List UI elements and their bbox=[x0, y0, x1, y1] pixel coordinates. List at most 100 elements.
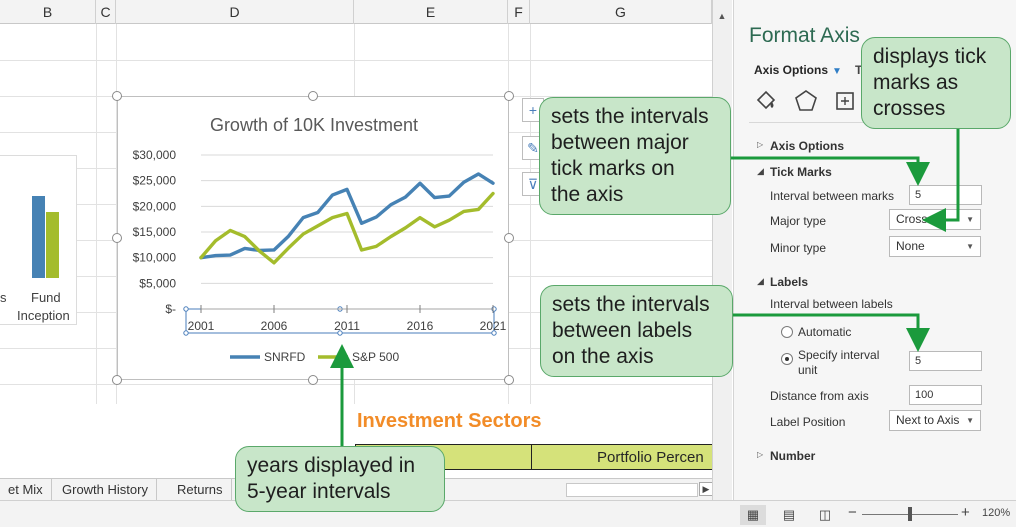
y-tick-label: $25,000 bbox=[133, 174, 177, 188]
callout-text: tick marks on bbox=[551, 157, 675, 180]
resize-handle[interactable] bbox=[308, 91, 318, 101]
callout-labels: sets the intervals between labels on the… bbox=[540, 285, 733, 377]
gridline bbox=[0, 384, 712, 385]
worksheet-area[interactable]: B C D E F G s Fund Inception Growth of 1… bbox=[0, 0, 712, 478]
zoom-out-button[interactable]: − bbox=[848, 504, 857, 521]
column-header-g[interactable]: G bbox=[530, 0, 712, 24]
minor-type-label: Minor type bbox=[770, 241, 827, 255]
column-header-d[interactable]: D bbox=[116, 0, 354, 24]
growth-chart[interactable]: Growth of 10K Investment $30,000 $25,000 $2… bbox=[117, 96, 509, 380]
column-header-b[interactable]: B bbox=[0, 0, 96, 24]
zoom-level[interactable]: 120% bbox=[982, 507, 1011, 519]
automatic-radio[interactable] bbox=[781, 326, 793, 338]
section-axis-options[interactable]: Axis Options bbox=[770, 139, 845, 153]
mini-bar-sp500 bbox=[46, 212, 59, 278]
callout-text: 5-year intervals bbox=[247, 480, 391, 503]
interval-between-marks-label: Interval between marks bbox=[770, 189, 895, 203]
major-type-select[interactable]: Cross ▼ bbox=[889, 209, 981, 230]
expanded-arrow-icon[interactable]: ◢ bbox=[757, 276, 764, 286]
status-bar: ▦ ▤ ◫ − + 120% bbox=[0, 500, 1016, 527]
label-position-label: Label Position bbox=[770, 415, 846, 429]
callout-text: crosses bbox=[873, 97, 946, 120]
section-labels[interactable]: Labels bbox=[770, 275, 809, 289]
zoom-in-button[interactable]: + bbox=[961, 504, 970, 521]
specify-interval-input[interactable]: 5 bbox=[909, 351, 982, 371]
resize-handle[interactable] bbox=[112, 233, 122, 243]
specify-interval-label-unit: unit bbox=[798, 363, 818, 377]
callout-text: between major bbox=[551, 131, 689, 154]
portfolio-percent-header[interactable]: Portfolio Percen bbox=[531, 444, 712, 470]
zoom-slider-thumb[interactable] bbox=[908, 507, 912, 521]
sheet-tab-asset-mix[interactable]: et Mix bbox=[0, 479, 52, 501]
normal-view-icon[interactable]: ▦ bbox=[740, 505, 766, 525]
callout-text: sets the intervals bbox=[551, 105, 709, 128]
gridline bbox=[96, 24, 97, 404]
resize-handle[interactable] bbox=[308, 375, 318, 385]
resize-handle[interactable] bbox=[112, 91, 122, 101]
scroll-up-icon[interactable]: ▲ bbox=[717, 11, 727, 21]
gridline bbox=[530, 24, 531, 404]
column-header-c[interactable]: C bbox=[96, 0, 116, 24]
y-tick-label: $5,000 bbox=[139, 276, 176, 290]
fill-line-icon[interactable] bbox=[752, 88, 780, 114]
text-options-tab[interactable]: T bbox=[855, 63, 863, 77]
effects-pentagon-icon[interactable] bbox=[792, 88, 820, 114]
distance-from-axis-input[interactable]: 100 bbox=[909, 385, 982, 405]
x-tick-label: 2021 bbox=[480, 319, 507, 333]
column-header-e[interactable]: E bbox=[354, 0, 508, 24]
pane-title: Format Axis bbox=[749, 24, 860, 47]
resize-handle[interactable] bbox=[112, 375, 122, 385]
specify-interval-radio[interactable] bbox=[781, 353, 793, 365]
axis-selection-handle bbox=[337, 330, 343, 336]
x-tick-label: 2011 bbox=[334, 319, 360, 333]
interval-between-labels-label: Interval between labels bbox=[770, 297, 893, 311]
callout-crosses: displays tick marks as crosses bbox=[861, 37, 1011, 129]
page-break-view-icon[interactable]: ◫ bbox=[818, 507, 832, 522]
callout-text: on the axis bbox=[552, 345, 654, 368]
chart-title: Growth of 10K Investment bbox=[210, 115, 418, 135]
mini-label-left: s bbox=[0, 290, 7, 305]
section-number[interactable]: Number bbox=[770, 449, 816, 463]
callout-text: displays tick bbox=[873, 45, 987, 68]
major-type-label: Major type bbox=[770, 214, 827, 228]
callout-text: sets the intervals bbox=[552, 293, 710, 316]
label-position-select[interactable]: Next to Axis ▼ bbox=[889, 410, 981, 431]
legend-label: SNRFD bbox=[264, 350, 306, 364]
radio-selected-dot bbox=[785, 357, 789, 361]
y-tick-label: $30,000 bbox=[133, 148, 177, 162]
vertical-scrollbar[interactable]: ▲ bbox=[712, 0, 732, 500]
sheet-tab-growth-history[interactable]: Growth History bbox=[54, 479, 157, 501]
resize-handle[interactable] bbox=[504, 375, 514, 385]
minor-type-select[interactable]: None ▼ bbox=[889, 236, 981, 257]
label-position-value: Next to Axis bbox=[896, 413, 960, 427]
collapsed-arrow-icon[interactable]: ▷ bbox=[757, 450, 764, 459]
page-layout-view-icon[interactable]: ▤ bbox=[782, 507, 796, 522]
y-tick-label: $10,000 bbox=[133, 251, 177, 265]
sheet-tab-returns[interactable]: Returns bbox=[169, 479, 232, 501]
expanded-arrow-icon[interactable]: ◢ bbox=[757, 166, 764, 176]
column-header-row: B C D E F G bbox=[0, 0, 712, 24]
scroll-right-button[interactable]: ▶ bbox=[699, 482, 713, 496]
dropdown-triangle-icon: ▼ bbox=[832, 66, 842, 77]
mini-bar-chart[interactable]: s Fund Inception bbox=[0, 155, 77, 325]
axis-options-tab-label: Axis Options bbox=[754, 63, 829, 77]
section-tick-marks[interactable]: Tick Marks bbox=[770, 165, 832, 179]
collapsed-arrow-icon[interactable]: ▷ bbox=[757, 140, 764, 149]
axis-options-tab[interactable]: Axis Options ▼ bbox=[754, 63, 842, 77]
size-properties-icon[interactable] bbox=[832, 88, 860, 114]
minor-type-value: None bbox=[896, 239, 925, 253]
chart-styles-button[interactable]: ✎ bbox=[522, 136, 544, 160]
column-header-f[interactable]: F bbox=[508, 0, 530, 24]
mini-label-inception: Inception bbox=[17, 308, 70, 323]
y-tick-label: $15,000 bbox=[133, 225, 177, 239]
callout-text: marks as bbox=[873, 71, 959, 94]
gridline bbox=[0, 60, 712, 61]
horizontal-scrollbar[interactable] bbox=[566, 483, 698, 497]
callout-years: years displayed in 5-year intervals bbox=[235, 446, 445, 512]
callout-text: between labels bbox=[552, 319, 693, 342]
legend-label: S&P 500 bbox=[352, 350, 399, 364]
interval-between-marks-input[interactable]: 5 bbox=[909, 185, 982, 205]
resize-handle[interactable] bbox=[504, 91, 514, 101]
resize-handle[interactable] bbox=[504, 233, 514, 243]
y-tick-label: $- bbox=[165, 302, 176, 316]
